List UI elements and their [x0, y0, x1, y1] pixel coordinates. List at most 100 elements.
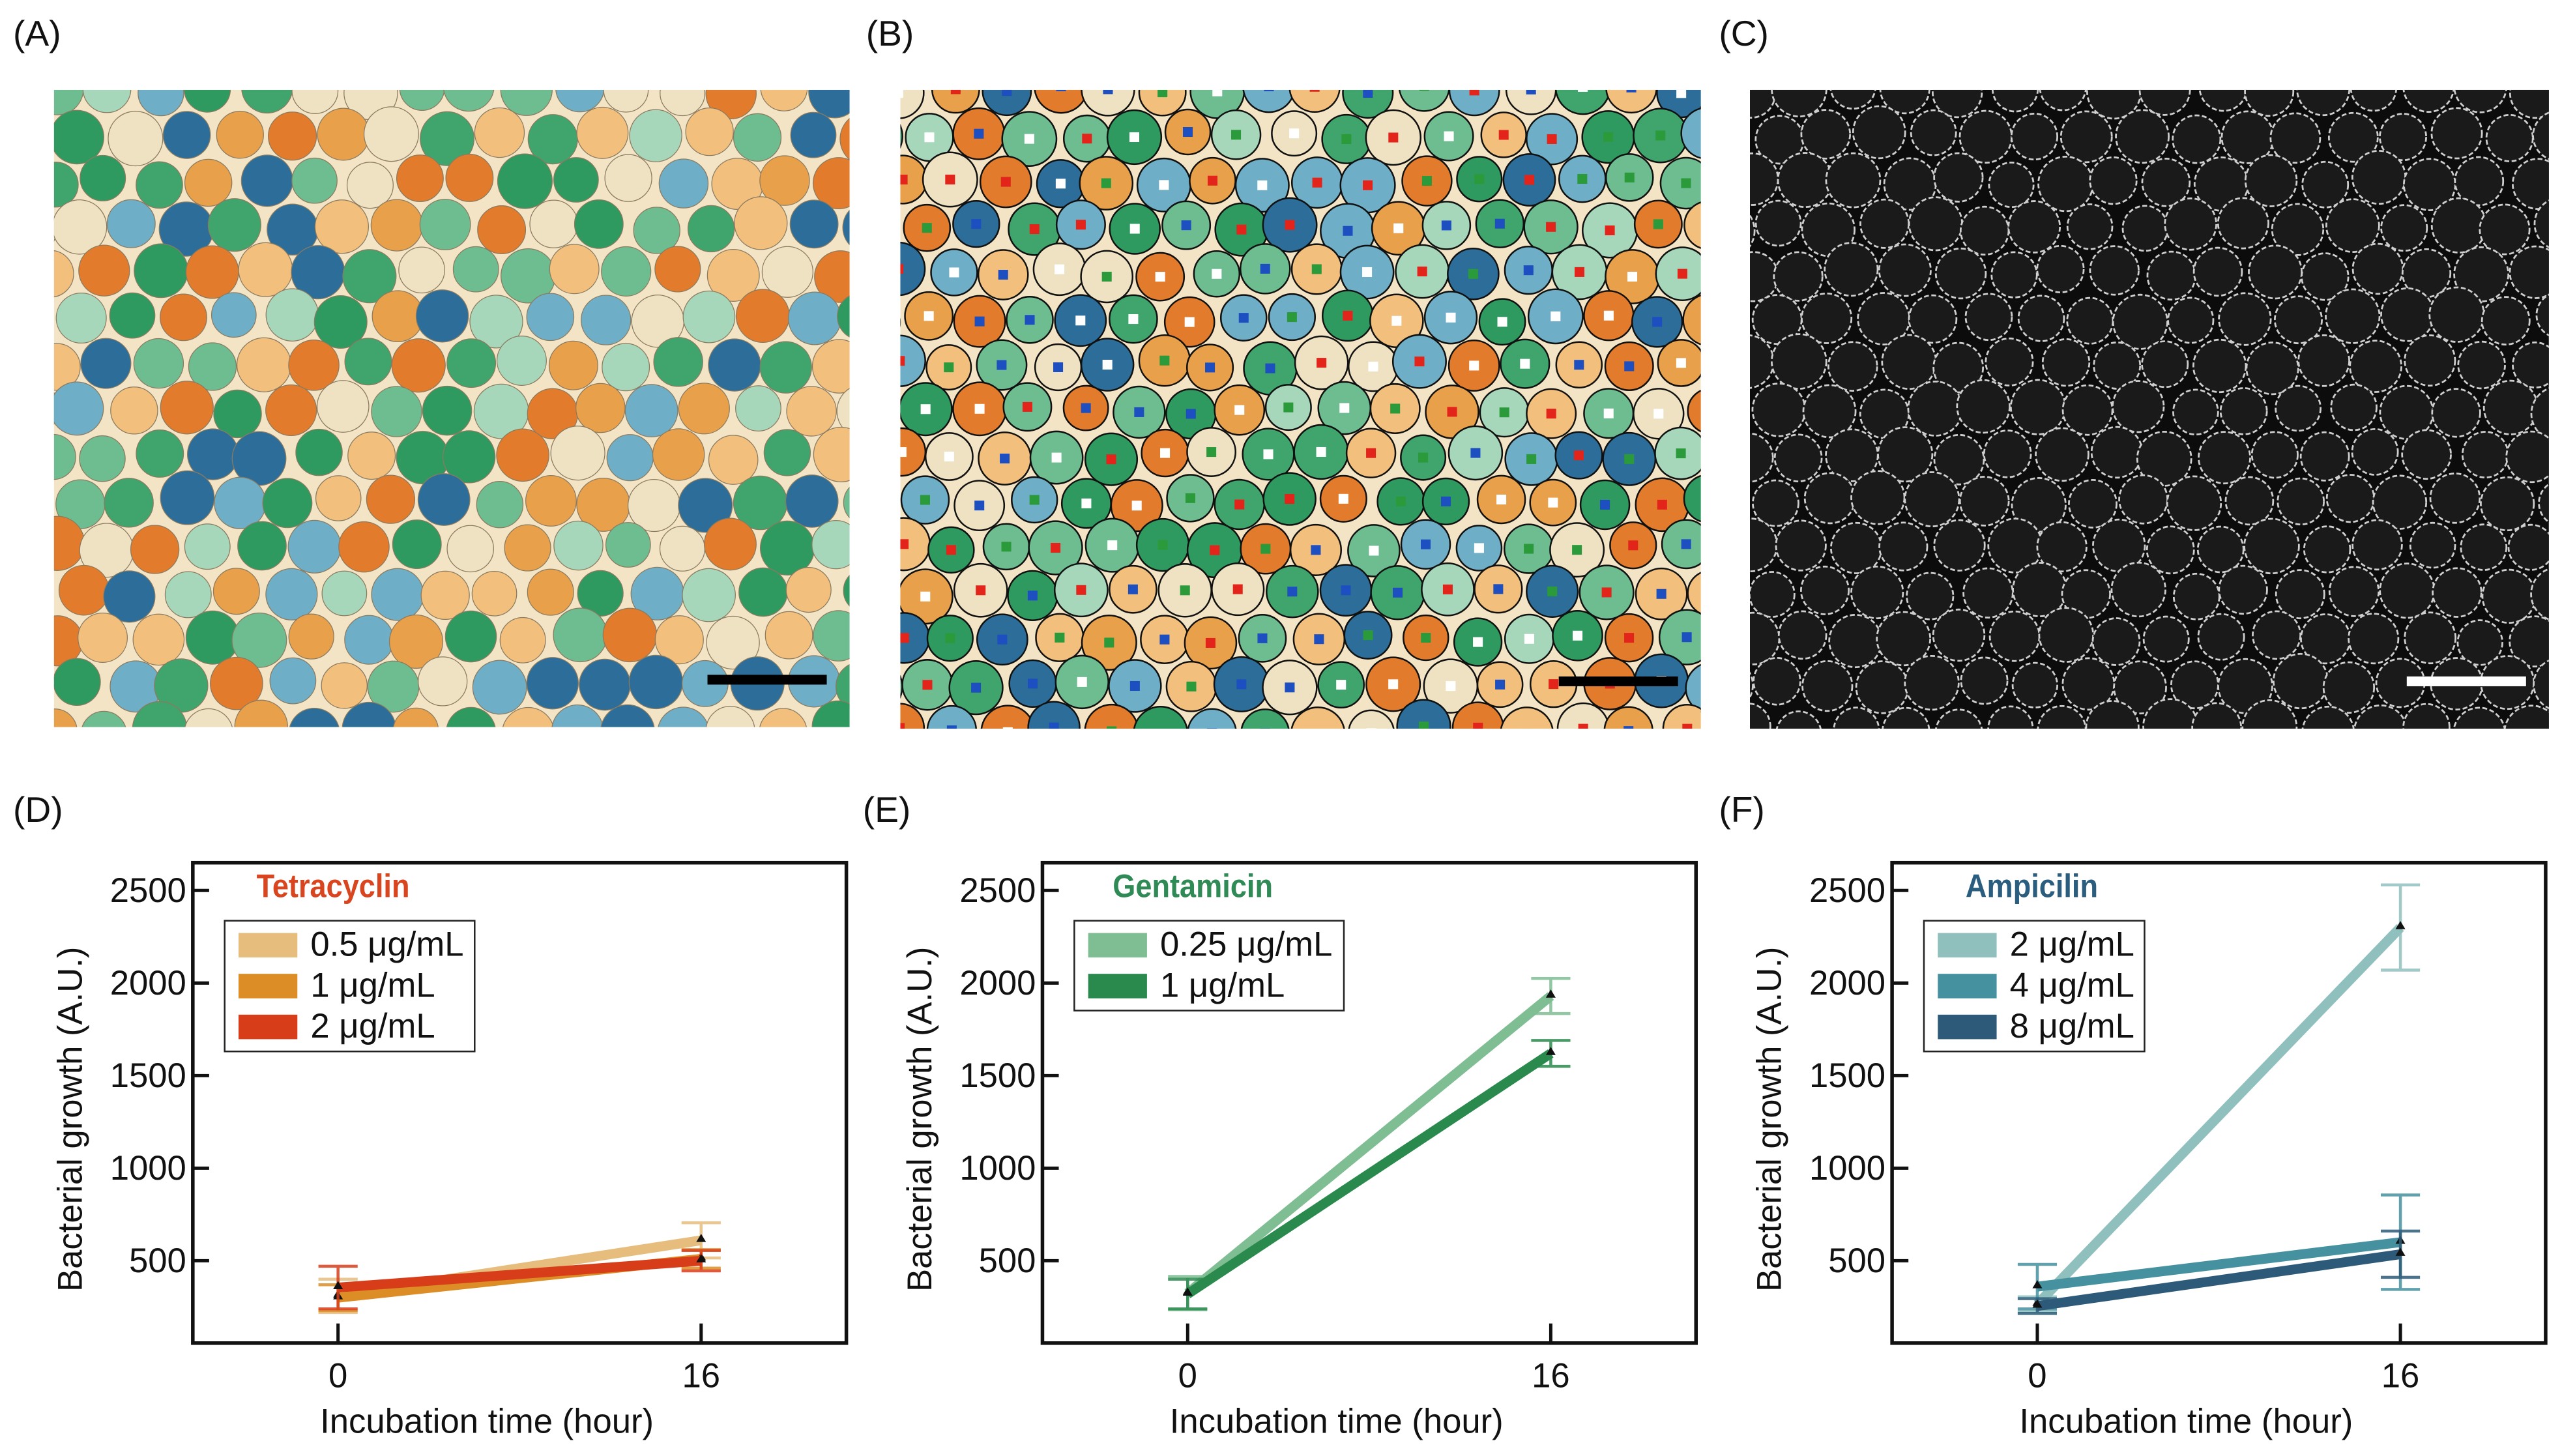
droplet-marker — [1474, 174, 1484, 184]
legend-item: 1 μg/mL — [239, 966, 464, 1007]
droplet — [606, 523, 651, 568]
droplet — [654, 338, 703, 386]
droplet-marker — [1208, 176, 1217, 186]
droplet-marker — [1003, 727, 1013, 729]
droplet — [581, 295, 631, 345]
droplet-marker — [1470, 90, 1479, 95]
droplet — [764, 430, 810, 476]
droplet — [107, 199, 155, 248]
droplet — [54, 110, 104, 164]
droplet-marker — [1055, 265, 1064, 274]
droplet-marker — [1676, 90, 1686, 98]
droplet — [263, 478, 312, 528]
y-tick-label: 500 — [129, 1242, 186, 1280]
droplet — [739, 568, 787, 616]
droplet-marker — [1391, 316, 1401, 326]
droplet — [160, 381, 213, 434]
droplet-marker — [1653, 409, 1663, 418]
legend-label: 0.25 μg/mL — [1160, 925, 1332, 965]
droplet — [453, 246, 499, 292]
droplet — [160, 471, 214, 525]
droplet-marker — [1339, 494, 1348, 504]
droplet — [2481, 477, 2533, 530]
droplet — [422, 386, 471, 435]
droplet — [1905, 472, 1959, 526]
droplet-marker — [1572, 545, 1582, 555]
droplet — [2061, 111, 2112, 162]
droplet-marker — [1366, 448, 1376, 458]
droplet-marker — [1681, 179, 1691, 188]
droplet — [760, 342, 811, 393]
droplet — [2486, 115, 2533, 161]
scale-bar — [708, 675, 827, 684]
droplet — [554, 521, 603, 570]
droplet — [1882, 335, 1936, 389]
droplet — [2218, 198, 2268, 248]
droplet — [2174, 574, 2219, 619]
droplet — [2194, 248, 2242, 296]
droplet — [787, 386, 836, 436]
droplet-marker — [1653, 219, 1663, 229]
droplet-marker — [1520, 359, 1530, 369]
droplet-marker — [1159, 356, 1169, 366]
droplet-marker — [1264, 90, 1274, 91]
panel-label-b: (B) — [866, 13, 914, 55]
droplet — [392, 520, 441, 569]
droplet — [1831, 523, 1881, 573]
droplet — [2093, 619, 2140, 665]
droplet — [2193, 340, 2246, 392]
droplet-marker — [924, 132, 934, 142]
droplet — [2112, 381, 2163, 432]
droplet — [416, 290, 468, 342]
droplet-marker — [1339, 403, 1349, 413]
droplet — [2353, 520, 2402, 570]
droplet — [418, 657, 467, 706]
droplet — [447, 525, 493, 572]
droplet-marker — [1336, 680, 1346, 690]
droplet-marker — [1236, 225, 1246, 235]
y-tick-label: 1000 — [959, 1149, 1036, 1187]
droplet — [549, 244, 599, 294]
droplet-marker — [1025, 134, 1034, 144]
droplet — [1905, 656, 1959, 710]
droplet-marker — [1627, 272, 1637, 282]
droplet — [212, 293, 256, 337]
droplet — [655, 246, 701, 292]
droplet-marker — [1547, 587, 1557, 596]
droplet — [366, 475, 415, 523]
droplet-marker — [900, 175, 907, 184]
droplet — [2167, 476, 2221, 531]
droplet-marker — [1002, 542, 1012, 551]
droplet-marker — [1473, 723, 1483, 729]
droplet — [2112, 562, 2166, 617]
droplet — [292, 158, 337, 203]
droplet-marker — [1418, 453, 1428, 463]
droplet — [2275, 297, 2322, 343]
droplet-marker — [1682, 632, 1692, 642]
droplet — [474, 108, 524, 157]
droplet — [1879, 244, 1930, 296]
droplet-marker — [1682, 724, 1692, 729]
x-tick-label: 0 — [1178, 1356, 1197, 1395]
droplet-marker — [1495, 680, 1505, 690]
droplet — [1960, 477, 2009, 526]
x-tick-label: 16 — [2381, 1356, 2420, 1395]
droplet-edge-image — [1750, 90, 2549, 729]
droplet-marker — [1604, 311, 1614, 321]
droplet — [478, 206, 526, 254]
droplet-marker — [944, 452, 954, 461]
droplet — [577, 108, 628, 159]
droplet — [2067, 204, 2112, 249]
droplet — [213, 568, 259, 615]
droplet-marker — [1657, 589, 1667, 599]
droplet-marker — [1265, 364, 1275, 373]
scale-bar — [1559, 677, 1678, 686]
droplet-marker — [1234, 500, 1244, 510]
droplet — [1860, 199, 1908, 248]
droplet-marker — [900, 633, 909, 643]
droplet — [348, 432, 396, 480]
droplet — [104, 478, 153, 527]
droplet — [1803, 661, 1852, 710]
